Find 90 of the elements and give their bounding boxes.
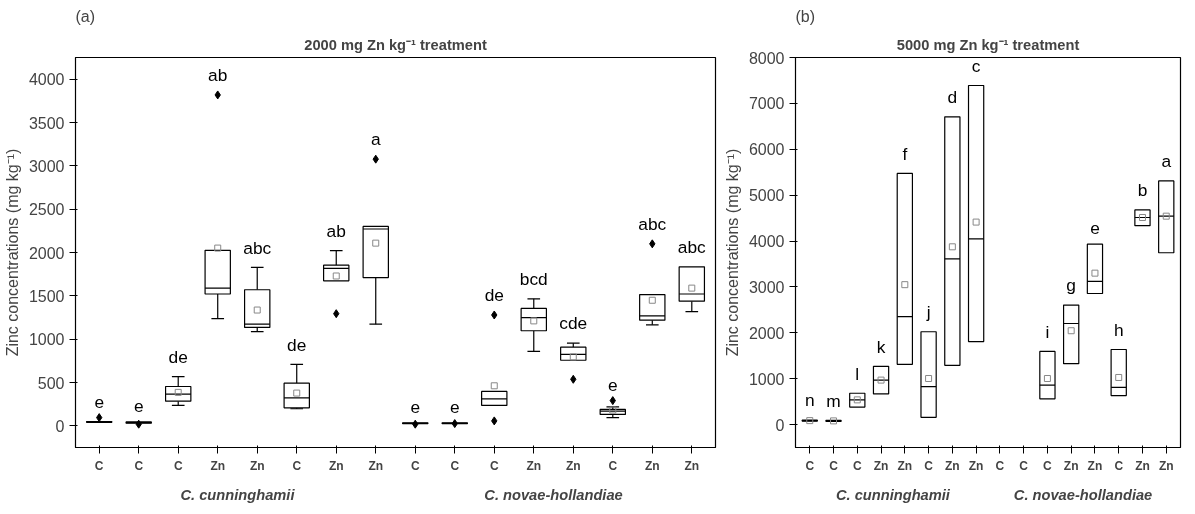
x-tick-label: Zn bbox=[1087, 458, 1103, 473]
x-tick-label: C bbox=[805, 458, 815, 473]
x-tick-label: C bbox=[134, 458, 144, 473]
x-tick-label: C bbox=[94, 458, 104, 473]
text: b bbox=[1137, 180, 1148, 201]
x-tick-label: Zn bbox=[644, 458, 660, 473]
text: e bbox=[94, 391, 105, 412]
text: e bbox=[133, 396, 144, 417]
y-tick-label: 1000 bbox=[28, 331, 65, 349]
x-tick-label: C bbox=[292, 458, 302, 473]
x-tick-label: Zn bbox=[249, 458, 265, 473]
y-tick-label: 8000 bbox=[748, 49, 785, 67]
text: C. cunninghamii bbox=[835, 486, 951, 503]
text: e bbox=[410, 397, 421, 418]
text: d bbox=[947, 87, 958, 108]
x-tick-label: C bbox=[924, 458, 934, 473]
x-tick-label: C bbox=[450, 458, 460, 473]
text: abc bbox=[677, 237, 706, 258]
y-tick-label: 1500 bbox=[28, 287, 65, 305]
text: C. novae-hollandiae bbox=[1013, 486, 1153, 503]
text: e bbox=[449, 397, 460, 418]
x-tick-label: Zn bbox=[565, 458, 581, 473]
text: C. novae-hollandiae bbox=[484, 486, 623, 503]
x-tick-label: Zn bbox=[526, 458, 542, 473]
y-tick-label: 0 bbox=[775, 416, 785, 434]
x-tick-label: Zn bbox=[328, 458, 344, 473]
y-tick-label: 500 bbox=[37, 374, 65, 392]
y-tick-label: 4000 bbox=[748, 233, 785, 251]
y-tick-label: 1000 bbox=[748, 370, 785, 388]
text: ab bbox=[208, 65, 228, 86]
text: de bbox=[484, 285, 504, 306]
text: cde bbox=[559, 313, 588, 334]
y-tick-label: 2000 bbox=[28, 244, 65, 262]
y-tick-label: 2000 bbox=[748, 324, 785, 342]
x-tick-label: C bbox=[829, 458, 839, 473]
x-tick-label: C bbox=[410, 458, 420, 473]
text: a bbox=[1161, 151, 1172, 172]
text: n bbox=[804, 390, 815, 411]
y-tick-label: 5000 bbox=[748, 187, 785, 205]
text: j bbox=[926, 301, 931, 322]
x-tick-label: Zn bbox=[945, 458, 960, 473]
text: c bbox=[971, 55, 981, 76]
text: e bbox=[607, 374, 618, 395]
y-axis-title: Zinc concentrations (mg kg⁻¹) bbox=[3, 148, 21, 357]
text: C. cunninghamii bbox=[180, 486, 296, 503]
text: m bbox=[826, 390, 841, 411]
x-tick-label: Zn bbox=[1063, 458, 1079, 473]
text: ab bbox=[326, 220, 346, 241]
chart-title: 2000 mg Zn kg⁻¹ treatment bbox=[304, 36, 487, 53]
x-tick-label: Zn bbox=[1158, 458, 1174, 473]
y-tick-label: 7000 bbox=[748, 95, 785, 113]
x-tick-label: C bbox=[1114, 458, 1124, 473]
text: bcd bbox=[519, 269, 548, 290]
text: abc bbox=[638, 214, 667, 235]
text: i bbox=[1045, 321, 1050, 342]
x-tick-label: C bbox=[608, 458, 618, 473]
y-tick-label: 3500 bbox=[28, 114, 65, 132]
text: l bbox=[855, 363, 860, 384]
x-tick-label: C bbox=[173, 458, 183, 473]
y-tick-label: 2500 bbox=[28, 201, 65, 219]
y-tick-label: 3000 bbox=[28, 157, 65, 175]
x-tick-label: C bbox=[1019, 458, 1029, 473]
text: e bbox=[1090, 218, 1100, 239]
text: f bbox=[902, 143, 908, 164]
chart-title: 5000 mg Zn kg⁻¹ treatment bbox=[896, 36, 1080, 53]
text: (a) bbox=[75, 7, 96, 25]
text: h bbox=[1113, 319, 1124, 340]
x-tick-label: Zn bbox=[368, 458, 384, 473]
y-tick-label: 0 bbox=[55, 417, 65, 435]
x-tick-label: C bbox=[995, 458, 1005, 473]
x-tick-label: Zn bbox=[684, 458, 700, 473]
text: g bbox=[1066, 275, 1076, 296]
text: a bbox=[370, 129, 381, 150]
text: abc bbox=[243, 237, 272, 258]
text: k bbox=[876, 336, 886, 357]
x-tick-label: C bbox=[489, 458, 499, 473]
y-tick-label: 3000 bbox=[748, 278, 785, 296]
x-tick-label: Zn bbox=[873, 458, 889, 473]
x-tick-label: Zn bbox=[1135, 458, 1150, 473]
x-tick-label: Zn bbox=[210, 458, 226, 473]
text: de bbox=[168, 346, 188, 367]
y-tick-label: 4000 bbox=[28, 71, 65, 89]
text: de bbox=[287, 334, 307, 355]
x-tick-label: C bbox=[1043, 458, 1053, 473]
y-tick-label: 6000 bbox=[748, 141, 785, 159]
x-tick-label: Zn bbox=[897, 458, 913, 473]
x-tick-label: C bbox=[852, 458, 862, 473]
y-axis-title: Zinc concentrations (mg kg⁻¹) bbox=[723, 148, 741, 357]
text: (b) bbox=[795, 7, 816, 25]
x-tick-label: Zn bbox=[968, 458, 984, 473]
